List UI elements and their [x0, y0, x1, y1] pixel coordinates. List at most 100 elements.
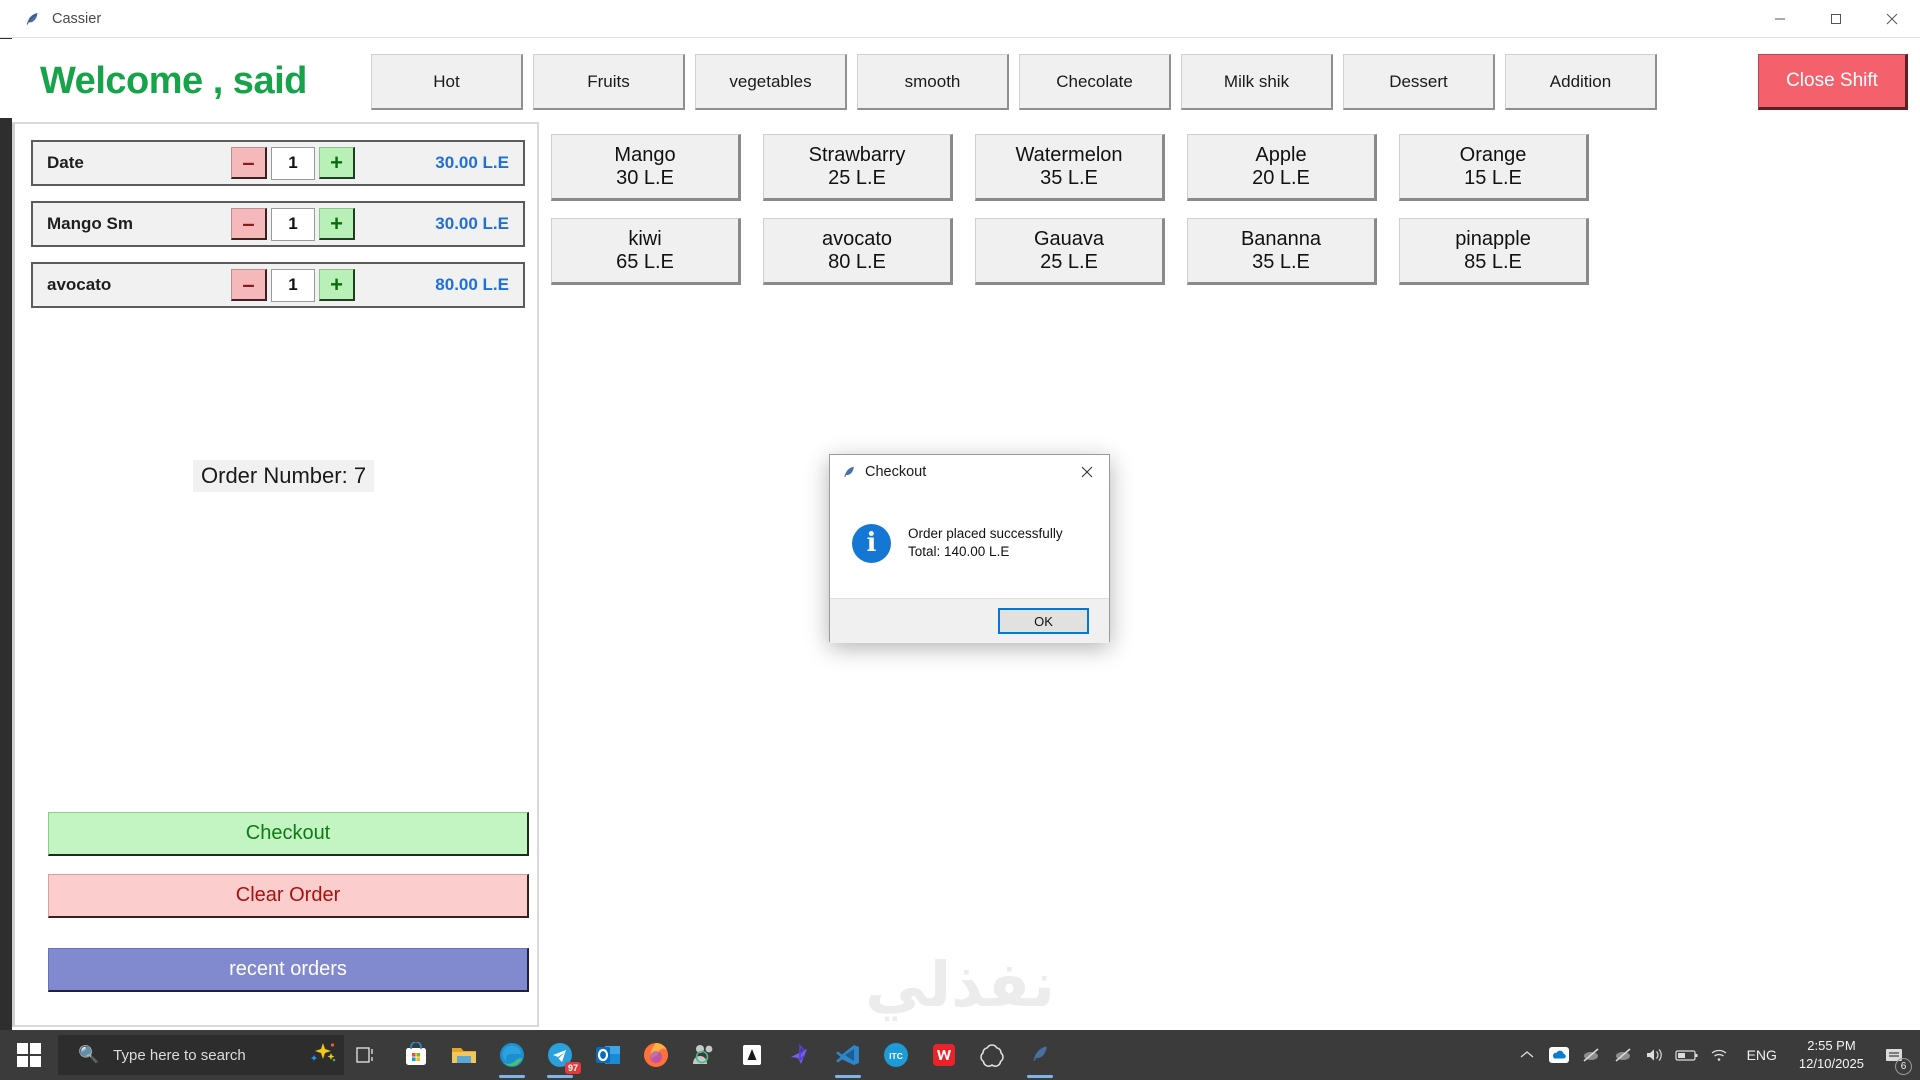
- microsoft-store-icon[interactable]: [392, 1030, 440, 1080]
- dialog-ok-button[interactable]: OK: [998, 608, 1089, 634]
- quantity-value[interactable]: 1: [271, 146, 315, 180]
- network-disconnected-icon[interactable]: [1575, 1030, 1607, 1080]
- category-tab-smooth[interactable]: smooth: [857, 54, 1009, 110]
- category-tab-dessert[interactable]: Dessert: [1343, 54, 1495, 110]
- category-tab-vegetables[interactable]: vegetables: [695, 54, 847, 110]
- product-grid: Mango 30 L.E Strawbarry 25 L.E Watermelon 35 …: [551, 134, 1589, 285]
- order-row: avocato –1 +80.00 L.E: [31, 262, 525, 308]
- product-button-bananna[interactable]: Bananna 35 L.E: [1187, 218, 1377, 285]
- product-name: Gauava: [1033, 227, 1105, 250]
- product-name: avocato: [821, 227, 893, 250]
- product-price: 25 L.E: [828, 166, 886, 189]
- order-number-label: Order Number: 7: [193, 460, 375, 492]
- clock-time: 2:55 PM: [1807, 1038, 1856, 1054]
- product-button-avocato[interactable]: avocato 80 L.E: [763, 218, 953, 285]
- close-button[interactable]: [1864, 0, 1920, 38]
- product-button-orange[interactable]: Orange 15 L.E: [1399, 134, 1589, 201]
- category-tab-milk-shik[interactable]: Milk shik: [1181, 54, 1333, 110]
- dialog-message-line-1: Order placed successfully: [908, 525, 1063, 541]
- category-tab-hot[interactable]: Hot: [371, 54, 523, 110]
- clock[interactable]: 2:55 PM 12/10/2025: [1789, 1037, 1874, 1072]
- watermark-text: نفذلي: [865, 948, 1055, 1021]
- volume-icon[interactable]: [1639, 1030, 1671, 1080]
- order-item-name: avocato: [47, 275, 112, 294]
- product-price: 80 L.E: [828, 250, 886, 273]
- file-explorer-icon[interactable]: [440, 1030, 488, 1080]
- window-controls: [1752, 0, 1920, 38]
- bluetooth-transfer-icon[interactable]: [776, 1030, 824, 1080]
- dialog-close-icon[interactable]: [1065, 455, 1109, 488]
- product-price: 25 L.E: [1040, 250, 1098, 273]
- windows-logo-icon: [16, 1042, 42, 1068]
- product-button-apple[interactable]: Apple 20 L.E: [1187, 134, 1377, 201]
- product-price: 85 L.E: [1464, 250, 1522, 273]
- product-price: 35 L.E: [1252, 250, 1310, 273]
- order-action-buttons: Checkout Clear Order recent orders: [48, 812, 529, 992]
- category-tabs: Hot Fruits vegetables smooth Checolate Milk s…: [371, 54, 1657, 110]
- clear-order-button[interactable]: Clear Order: [48, 874, 529, 918]
- notification-badge: 6: [1895, 1058, 1912, 1075]
- search-icon: 🔍: [78, 1045, 100, 1064]
- product-button-watermelon[interactable]: Watermelon 35 L.E: [975, 134, 1165, 201]
- product-price: 30 L.E: [616, 166, 674, 189]
- order-item-price: 30.00 L.E: [435, 214, 509, 233]
- window-title: Cassier: [52, 10, 102, 27]
- wifi-icon[interactable]: [1703, 1030, 1735, 1080]
- language-indicator[interactable]: ENG: [1746, 1047, 1777, 1063]
- checkout-button[interactable]: Checkout: [48, 812, 529, 856]
- firefox-icon[interactable]: [632, 1030, 680, 1080]
- notification-center-button[interactable]: 6: [1874, 1030, 1914, 1080]
- outlook-icon[interactable]: [584, 1030, 632, 1080]
- itc-icon[interactable]: ITC: [872, 1030, 920, 1080]
- quantity-value[interactable]: 1: [271, 207, 315, 241]
- telegram-icon[interactable]: 97: [536, 1030, 584, 1080]
- product-name: kiwi: [628, 227, 662, 250]
- decrease-quantity-button[interactable]: –: [231, 208, 267, 240]
- maximize-button[interactable]: [1808, 0, 1864, 38]
- product-button-pinapple[interactable]: pinapple 85 L.E: [1399, 218, 1589, 285]
- category-tab-addition[interactable]: Addition: [1505, 54, 1657, 110]
- start-button[interactable]: [0, 1030, 58, 1080]
- adobe-acrobat-icon[interactable]: [728, 1030, 776, 1080]
- increase-quantity-button[interactable]: +: [319, 208, 355, 240]
- recent-orders-button[interactable]: recent orders: [48, 948, 529, 992]
- decrease-quantity-button[interactable]: –: [231, 147, 267, 179]
- teams-icon[interactable]: [680, 1030, 728, 1080]
- product-button-mango[interactable]: Mango 30 L.E: [551, 134, 741, 201]
- quantity-stepper: –1 +: [231, 207, 355, 241]
- quantity-value[interactable]: 1: [271, 268, 315, 302]
- category-tab-fruits[interactable]: Fruits: [533, 54, 685, 110]
- close-shift-button[interactable]: Close Shift: [1758, 54, 1908, 110]
- task-view-icon[interactable]: [344, 1030, 392, 1080]
- minimize-button[interactable]: [1752, 0, 1808, 38]
- product-button-gauava[interactable]: Gauava 25 L.E: [975, 218, 1165, 285]
- copilot-sparkle-icon[interactable]: [310, 1041, 336, 1069]
- order-row: Date –1 +30.00 L.E: [31, 140, 525, 186]
- window-left-edge: [0, 38, 12, 1030]
- dialog-message-line-2: Total: 140.00 L.E: [908, 544, 1010, 559]
- network-disconnected-secondary-icon[interactable]: [1607, 1030, 1639, 1080]
- chatgpt-icon[interactable]: [968, 1030, 1016, 1080]
- battery-icon[interactable]: [1671, 1030, 1703, 1080]
- quantity-stepper: –1 +: [231, 146, 355, 180]
- category-tab-checolate[interactable]: Checolate: [1019, 54, 1171, 110]
- taskbar-search-input[interactable]: 🔍 Type here to search: [58, 1035, 344, 1075]
- wps-office-icon[interactable]: [920, 1030, 968, 1080]
- cassier-app-icon[interactable]: [1016, 1030, 1064, 1080]
- increase-quantity-button[interactable]: +: [319, 269, 355, 301]
- decrease-quantity-button[interactable]: –: [231, 269, 267, 301]
- onedrive-icon[interactable]: [1543, 1030, 1575, 1080]
- visual-studio-code-icon[interactable]: [824, 1030, 872, 1080]
- product-button-strawbarry[interactable]: Strawbarry 25 L.E: [763, 134, 953, 201]
- increase-quantity-button[interactable]: +: [319, 147, 355, 179]
- product-name: Apple: [1255, 143, 1307, 166]
- product-button-kiwi[interactable]: kiwi 65 L.E: [551, 218, 741, 285]
- app-badge: 97: [564, 1062, 581, 1074]
- welcome-title: Welcome , said: [40, 60, 307, 102]
- show-hidden-icons-chevron-icon[interactable]: [1511, 1030, 1543, 1080]
- product-name: Bananna: [1240, 227, 1322, 250]
- product-name: Orange: [1459, 143, 1527, 166]
- order-panel: Date –1 +30.00 L.E Mango Sm –1 +30.00 L.E avoc…: [12, 122, 539, 1027]
- microsoft-edge-icon[interactable]: [488, 1030, 536, 1080]
- product-name: Mango: [614, 143, 676, 166]
